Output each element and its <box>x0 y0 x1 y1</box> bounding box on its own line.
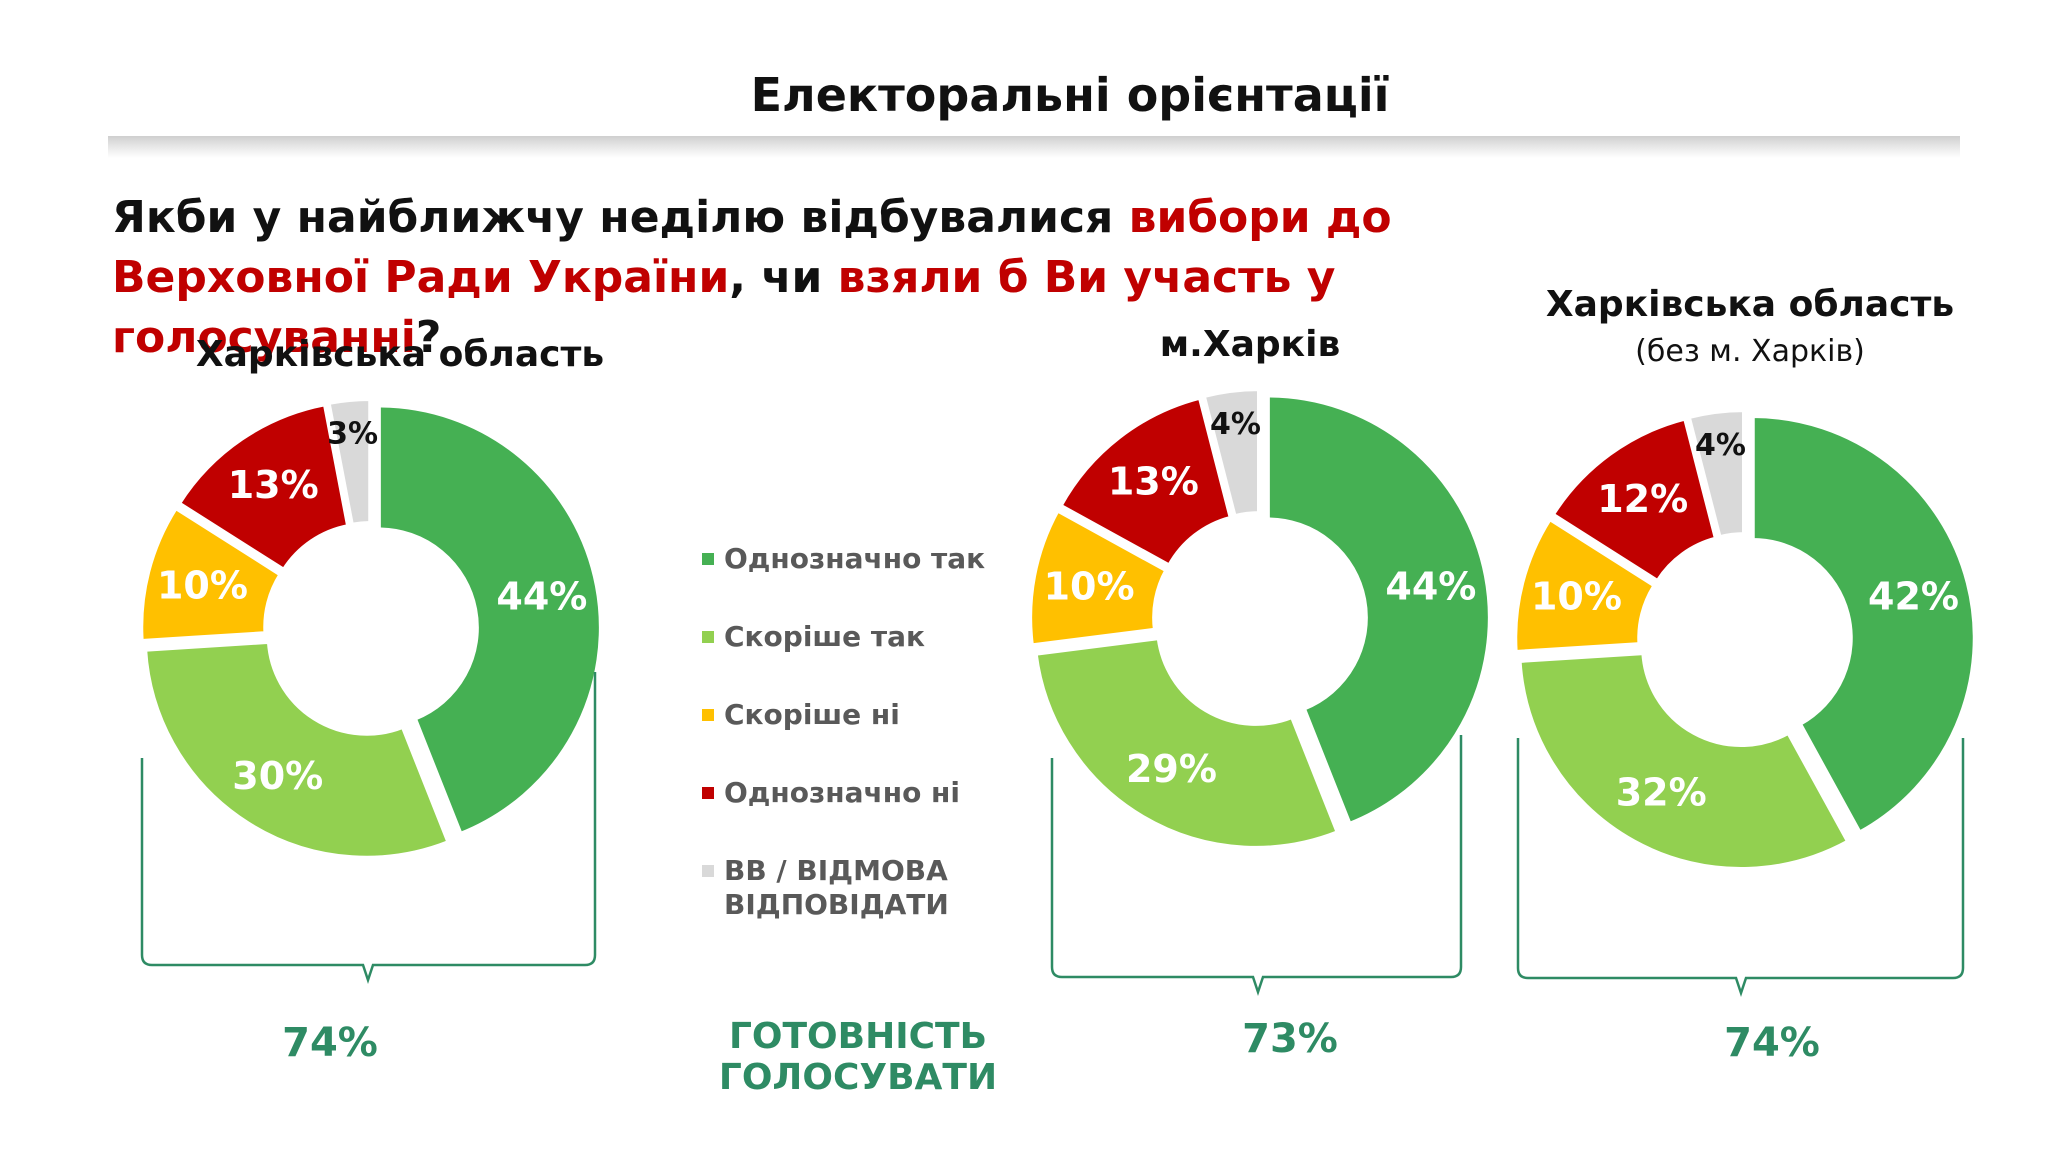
slice-label-hard-to-say: 4% <box>1210 407 1261 442</box>
legend-label: ВВ / ВІДМОВА ВІДПОВІДАТИ <box>724 854 949 921</box>
chart-3-title: Харківська область <box>1545 284 1955 325</box>
slice-definitely-no <box>1057 395 1234 569</box>
slice-rather-yes <box>1033 635 1341 850</box>
slice-rather-yes <box>1517 651 1851 872</box>
slice-rather-yes <box>143 639 452 860</box>
slice-definitely-yes <box>1265 393 1492 827</box>
chart-3-total: 74% <box>1724 1020 1820 1066</box>
legend-swatch <box>702 553 714 565</box>
chart-3-subtitle: (без м. Харків) <box>1635 334 1865 369</box>
donut-chart-kharkiv-city: 44% 29% 10% 13% 4% <box>1028 387 1492 850</box>
slice-label-hard-to-say: 3% <box>327 416 378 451</box>
legend-label: Однозначно ні <box>724 776 961 809</box>
page-title: Електоральні орієнтації <box>750 68 1390 122</box>
slice-label-definitely-no: 13% <box>228 463 319 507</box>
ready-to-vote-label: ГОТОВНІСТЬ ГОЛОСУВАТИ <box>718 1016 998 1098</box>
legend-swatch <box>702 709 714 721</box>
survey-question: Якби у найближчу неділю відбувалися вибо… <box>112 188 1612 368</box>
slice-label-rather-yes: 32% <box>1616 770 1707 814</box>
slice-definitely-no <box>1550 416 1719 584</box>
slice-rather-no <box>139 505 284 644</box>
donut-chart-kharkiv-oblast: 44% 30% 10% 13%3% <box>139 397 603 860</box>
slice-label-definitely-no: 13% <box>1108 460 1199 504</box>
chart-1-total: 74% <box>282 1020 378 1066</box>
legend-label: Скоріше так <box>724 620 926 653</box>
slice-label-rather-yes: 30% <box>232 754 323 798</box>
slice-rather-no <box>1513 516 1658 655</box>
question-highlight-elections: вибори до Верховної Ради України <box>112 192 1392 303</box>
slice-label-rather-no: 10% <box>1044 564 1135 608</box>
legend-label: Однозначно так <box>724 542 986 575</box>
slice-rather-no <box>1028 507 1169 648</box>
slice-label-rather-no: 10% <box>1531 575 1622 619</box>
slice-label-definitely-no: 12% <box>1597 477 1688 521</box>
question-text: Якби у найближчу неділю відбувалися <box>112 192 1129 243</box>
slice-label-hard-to-say: 4% <box>1695 428 1746 463</box>
slice-label-definitely-yes: 42% <box>1868 575 1959 619</box>
chart-2-title: м.Харків <box>1159 324 1341 365</box>
title-divider <box>108 136 1960 158</box>
slice-definitely-yes <box>376 403 603 837</box>
legend-swatch <box>702 631 714 643</box>
slice-hard-to-say <box>1686 408 1746 540</box>
slice-label-rather-no: 10% <box>157 564 248 608</box>
chart-2-total: 73% <box>1242 1016 1338 1062</box>
bracket-chart-2 <box>1050 735 1463 996</box>
question-highlight-participation: взяли б Ви участь у голосуванні <box>112 252 1336 363</box>
bracket-chart-3 <box>1516 738 1965 997</box>
slice-label-definitely-yes: 44% <box>1385 564 1476 608</box>
question-text-connector: , чи <box>729 252 838 303</box>
slice-definitely-yes <box>1750 414 1977 836</box>
donut-chart-oblast-without-city: 42% 32% 10% 12%4% <box>1513 408 1977 872</box>
legend-swatch <box>702 865 714 877</box>
slice-label-definitely-yes: 44% <box>496 574 587 618</box>
slice-label-rather-yes: 29% <box>1126 747 1217 791</box>
bracket-chart-1 <box>140 672 597 984</box>
legend-swatch <box>702 787 714 799</box>
slice-hard-to-say <box>326 397 373 528</box>
question-mark: ? <box>415 312 442 363</box>
slice-hard-to-say <box>1201 387 1261 519</box>
chart-1-title: Харківська область <box>195 334 605 375</box>
slice-definitely-no <box>176 401 351 573</box>
legend-label: Скоріше ні <box>724 698 900 731</box>
